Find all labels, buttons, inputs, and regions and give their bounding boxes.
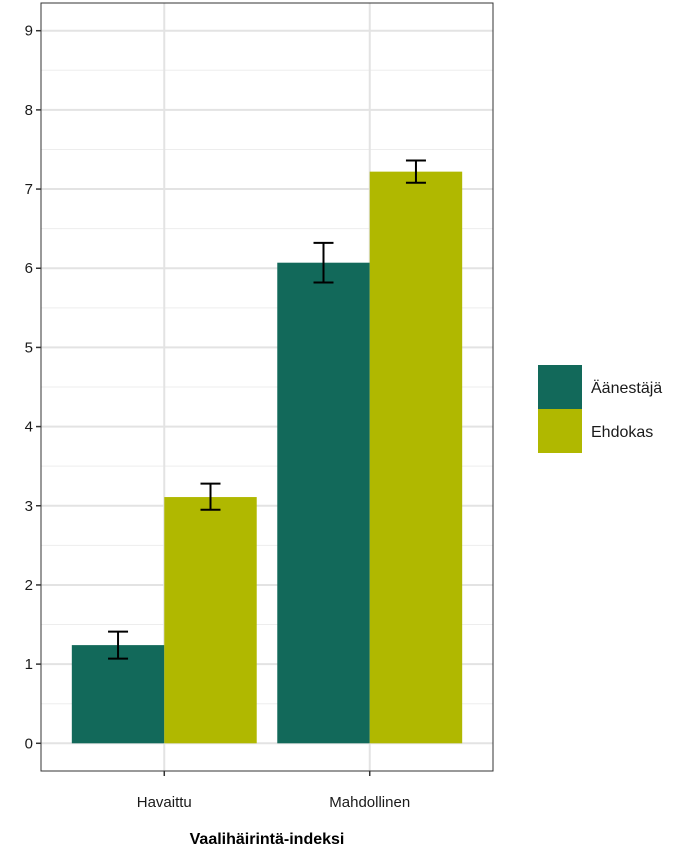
legend-key <box>538 365 582 409</box>
x-tick-label: Havaittu <box>137 794 192 811</box>
legend-label: Äänestäjä <box>591 379 662 397</box>
y-tick-label: 9 <box>25 23 33 40</box>
legend: Äänestäjä Ehdokas <box>538 365 662 453</box>
y-tick-label: 6 <box>25 260 33 277</box>
y-tick-label: 8 <box>25 102 33 119</box>
x-axis: Havaittu Mahdollinen <box>137 771 410 811</box>
y-tick-label: 3 <box>25 498 33 515</box>
y-tick-label: 4 <box>25 419 33 436</box>
y-tick-label: 1 <box>25 656 33 673</box>
legend-label: Ehdokas <box>591 424 653 441</box>
plot-border <box>40 2 494 772</box>
bar <box>369 171 463 744</box>
x-axis-title: Vaalihäirintä-indeksi <box>190 831 345 848</box>
x-tick-label: Mahdollinen <box>329 794 410 811</box>
y-tick-label: 2 <box>25 577 33 594</box>
bar <box>277 262 370 744</box>
bars <box>71 171 463 744</box>
y-axis: 0 1 2 3 4 5 6 7 8 9 <box>25 23 41 752</box>
y-tick-label: 5 <box>25 339 33 356</box>
y-tick-label: 0 <box>25 735 33 752</box>
error-bars <box>108 159 426 660</box>
bar <box>164 497 257 744</box>
y-tick-label: 7 <box>25 181 33 198</box>
bar <box>71 645 165 744</box>
legend-key <box>538 409 582 453</box>
